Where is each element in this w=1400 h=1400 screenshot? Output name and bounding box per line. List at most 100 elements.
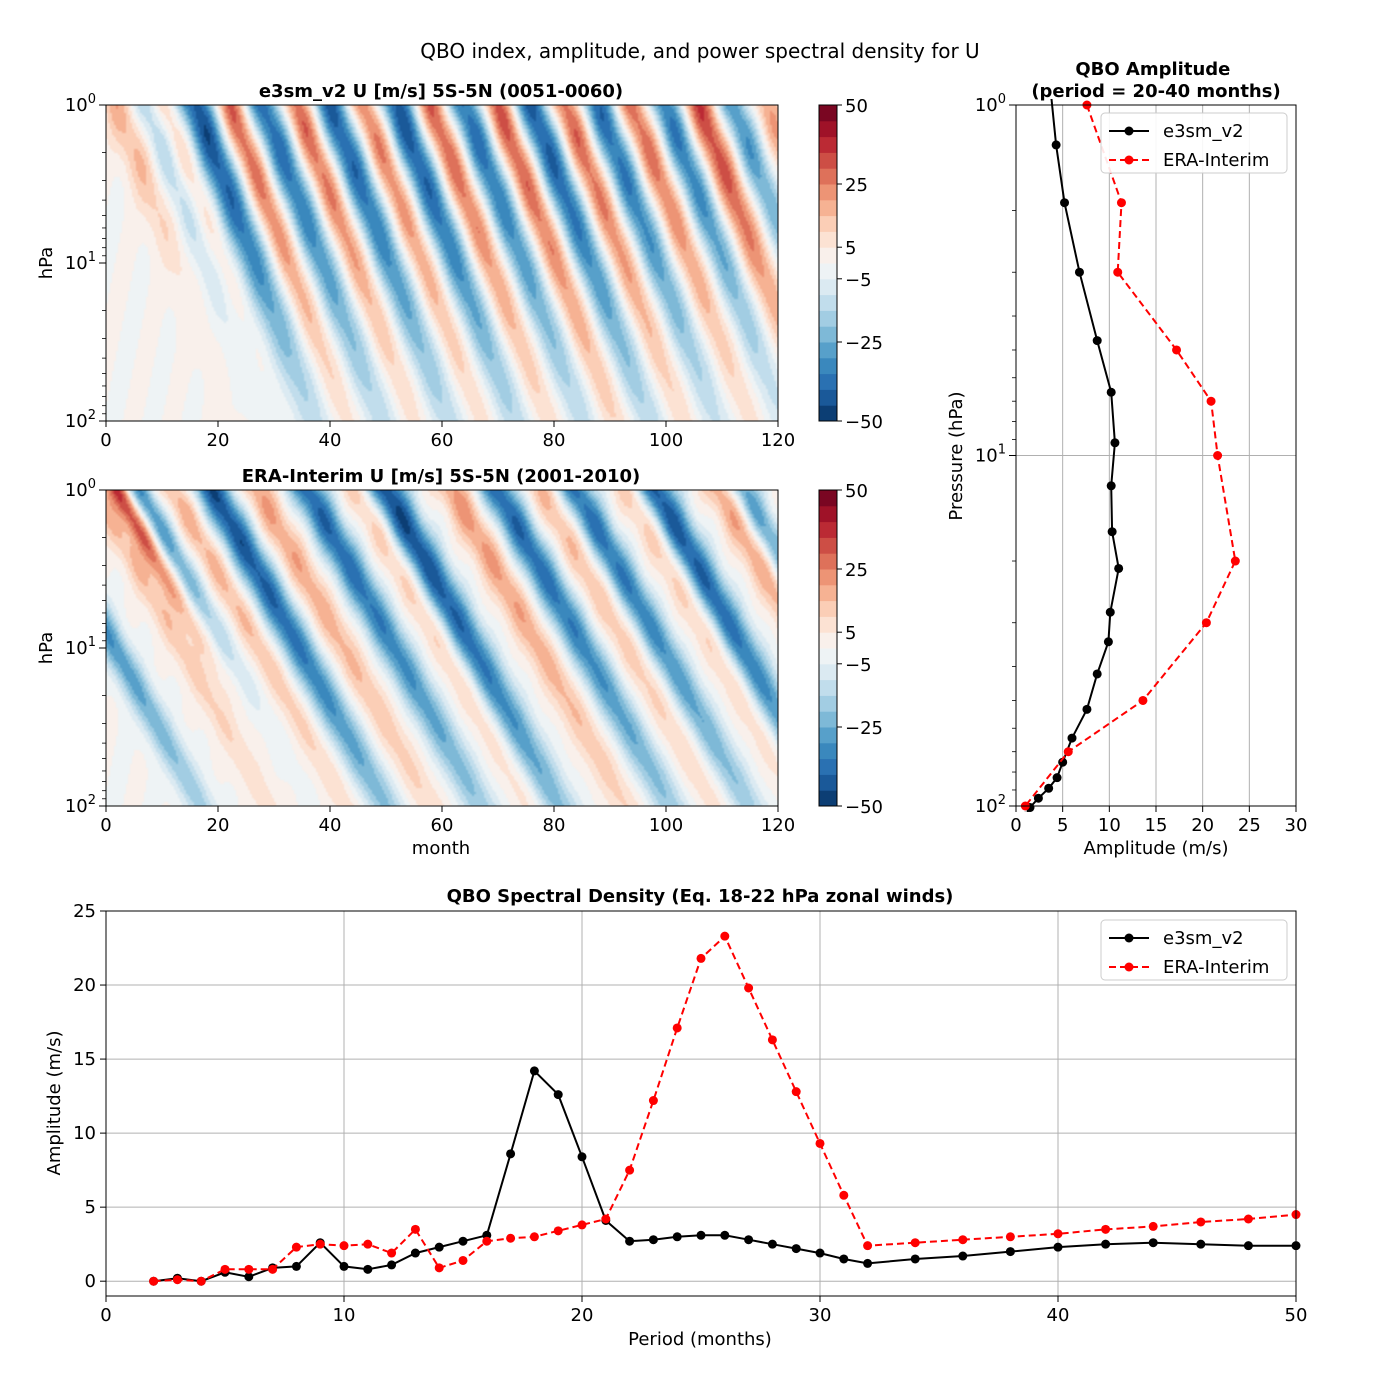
contour-field-e3sm xyxy=(106,105,778,421)
contour-e3sm-x-tick-label: 0 xyxy=(100,430,111,451)
colorbar-e3sm-swatch xyxy=(819,294,837,311)
colorbar-era-swatch xyxy=(819,505,837,523)
spectral-point-era-interim xyxy=(1053,1229,1063,1239)
contour-e3sm-x-tick-label: 100 xyxy=(649,430,683,451)
spectral-point-e3sm-v2 xyxy=(863,1258,873,1268)
spectral-point-e3sm-v2 xyxy=(1196,1239,1206,1249)
amplitude-point-era-interim xyxy=(1201,618,1211,628)
amplitude-point-era-interim xyxy=(1138,695,1148,705)
amplitude-point-e3sm-v2 xyxy=(1082,704,1092,714)
spectral-point-e3sm-v2 xyxy=(720,1230,730,1240)
spectral-series xyxy=(149,931,1301,1286)
spectral-point-era-interim xyxy=(196,1276,206,1286)
contour-xlabel-era: month xyxy=(412,838,470,859)
spectral-point-e3sm-v2 xyxy=(839,1254,849,1264)
amplitude-legend-label-e3sm-v2: e3sm_v2 xyxy=(1163,121,1244,142)
amplitude-point-e3sm-v2 xyxy=(1058,757,1068,767)
amplitude-tick-label: 101 xyxy=(975,443,1006,467)
spectral-point-era-interim xyxy=(1196,1217,1206,1227)
contour-e3sm-tick-label: 101 xyxy=(65,250,96,274)
spectral-point-era-interim xyxy=(791,1087,801,1097)
spectral-y-tick-label: 15 xyxy=(73,1049,96,1070)
colorbar-era-swatch xyxy=(819,727,837,744)
amplitude-legend: e3sm_v2 ERA-Interim xyxy=(1100,112,1288,174)
amplitude-legend-label-era-interim: ERA-Interim xyxy=(1163,150,1269,171)
contour-e3sm-x-tick-label: 60 xyxy=(431,430,454,451)
colorbar-e3sm-swatch xyxy=(819,357,837,375)
spectral-point-e3sm-v2 xyxy=(625,1236,635,1246)
amplitude-point-e3sm-v2 xyxy=(1067,733,1077,743)
amplitude-point-era-interim xyxy=(1172,345,1182,355)
colorbar-e3sm: 50 25 5 −5 −25 −50 xyxy=(818,96,883,433)
spectral-ticks: 0 10 20 30 40 50 0 5 10 15 20 25 xyxy=(73,901,1307,1326)
contour-title-e3sm: e3sm_v2 U [m/s] 5S-5N (0051-0060) xyxy=(259,81,623,102)
contour-ylabel-era: hPa xyxy=(36,632,57,664)
spectral-point-e3sm-v2 xyxy=(910,1254,920,1264)
spectral-point-era-interim xyxy=(1101,1224,1111,1234)
spectral-point-era-interim xyxy=(506,1233,516,1243)
colorbar-e3sm-swatch xyxy=(819,136,837,153)
contour-panel-e3sm: e3sm_v2 U [m/s] 5S-5N (0051-0060) hPa 10… xyxy=(36,81,795,451)
amplitude-legend-box xyxy=(1100,112,1288,174)
colorbar-e3sm-swatch xyxy=(819,231,837,248)
colorbar-era-tick-label: −25 xyxy=(845,718,883,739)
contour-era-tick-label: 100 xyxy=(65,477,96,501)
contour-ylabel-e3sm: hPa xyxy=(36,247,57,279)
spectral-point-era-interim xyxy=(553,1226,563,1236)
spectral-point-e3sm-v2 xyxy=(529,1066,539,1076)
spectral-point-era-interim xyxy=(648,1096,658,1106)
amplitude-tick-label: 100 xyxy=(975,92,1006,116)
amplitude-xlabel: Amplitude (m/s) xyxy=(1084,838,1229,859)
spectral-y-tick-label: 25 xyxy=(73,901,96,922)
amplitude-point-era-interim xyxy=(1113,267,1123,277)
colorbar-era-tick-label: 25 xyxy=(845,560,868,581)
spectral-ylabel: Amplitude (m/s) xyxy=(44,1031,65,1176)
amplitude-title-line2: (period = 20-40 months) xyxy=(1031,81,1280,102)
spectral-point-era-interim xyxy=(410,1224,420,1234)
spectral-point-era-interim xyxy=(577,1220,587,1230)
spectral-point-e3sm-v2 xyxy=(244,1272,254,1282)
spectral-y-tick-label: 10 xyxy=(73,1123,96,1144)
amplitude-legend-marker-era-interim xyxy=(1124,155,1134,165)
amplitude-point-era-interim xyxy=(1116,198,1126,208)
spectral-point-era-interim xyxy=(815,1138,825,1148)
amplitude-x-tick-label: 15 xyxy=(1145,815,1168,836)
contour-e3sm-x-tick-label: 20 xyxy=(207,430,230,451)
spectral-point-era-interim xyxy=(672,1023,682,1033)
colorbar-e3sm-swatch xyxy=(819,199,837,217)
spectral-legend-box xyxy=(1100,919,1288,981)
spectral-x-tick-label: 10 xyxy=(333,1305,356,1326)
amplitude-point-e3sm-v2 xyxy=(1092,669,1102,679)
spectral-point-e3sm-v2 xyxy=(815,1248,825,1258)
colorbar-e3sm-swatch xyxy=(819,105,837,122)
contour-era-x-tick-label: 40 xyxy=(319,815,342,836)
colorbar-era-swatch xyxy=(819,790,837,807)
amplitude-x-tick-label: 10 xyxy=(1098,815,1121,836)
amplitude-point-e3sm-v2 xyxy=(1107,527,1117,537)
colorbar-e3sm-swatch xyxy=(819,168,837,185)
spectral-frame xyxy=(105,910,1297,1297)
amplitude-point-e3sm-v2 xyxy=(1092,336,1102,346)
amplitude-x-tick-label: 5 xyxy=(1057,815,1068,836)
colorbar-era-swatch xyxy=(819,663,837,681)
amplitude-point-era-interim xyxy=(1206,396,1216,406)
amplitude-ylabel: Pressure (hPa) xyxy=(946,391,967,520)
spectral-x-tick-label: 30 xyxy=(809,1305,832,1326)
colorbar-era-swatch xyxy=(819,600,837,617)
amplitude-point-e3sm-v2 xyxy=(1024,811,1027,812)
spectral-point-era-interim xyxy=(315,1239,325,1249)
contour-field-era xyxy=(106,490,778,806)
contour-title-era: ERA-Interim U [m/s] 5S-5N (2001-2010) xyxy=(242,466,641,487)
spectral-point-era-interim xyxy=(863,1241,873,1251)
spectral-point-e3sm-v2 xyxy=(1101,1239,1111,1249)
contour-e3sm-tick-label: 102 xyxy=(65,408,96,432)
colorbar-era-swatch xyxy=(819,648,837,665)
amplitude-point-e3sm-v2 xyxy=(1114,563,1124,573)
colorbar-e3sm-tick-label: −50 xyxy=(845,412,883,433)
spectral-point-era-interim xyxy=(172,1275,182,1285)
colorbar-e3sm-frame xyxy=(818,104,838,422)
spectral-point-era-interim xyxy=(220,1264,230,1274)
